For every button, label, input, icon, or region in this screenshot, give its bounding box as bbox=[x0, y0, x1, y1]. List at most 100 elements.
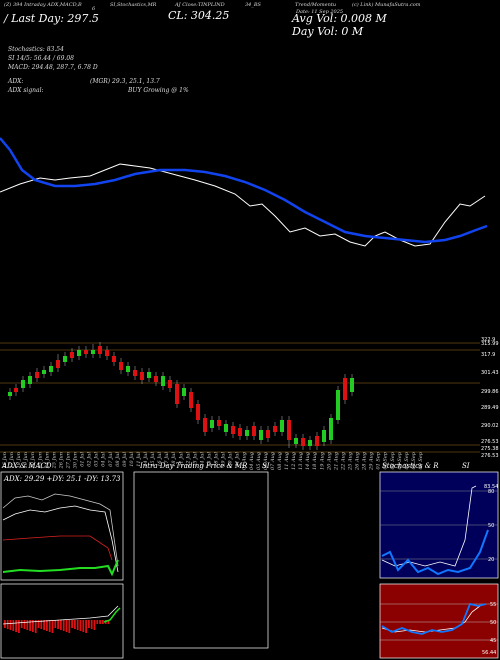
date-label: 01 Jul bbox=[80, 452, 86, 467]
date-label: 28 Aug bbox=[362, 452, 368, 471]
date-label: 02 Sep bbox=[383, 451, 389, 469]
date-label: 11 Aug bbox=[284, 452, 290, 470]
stoch-blue-line bbox=[381, 529, 489, 576]
candle bbox=[315, 432, 319, 450]
candle bbox=[238, 424, 242, 440]
macd-bar bbox=[43, 620, 45, 630]
macd-bar bbox=[60, 620, 62, 630]
date-label: 14 Jul bbox=[143, 452, 149, 467]
macd-bar bbox=[20, 620, 23, 628]
adx-values: (MGR) 29.3, 25.1, 13.7 bbox=[90, 78, 160, 85]
candlesticks bbox=[8, 342, 354, 450]
candle bbox=[14, 384, 18, 396]
date-label: 10 Jul bbox=[129, 452, 135, 467]
macd-bar bbox=[37, 620, 40, 628]
candle bbox=[322, 426, 326, 446]
date-label: 08 Jul bbox=[115, 452, 121, 467]
header-bse: 34_BS bbox=[245, 2, 261, 8]
candle bbox=[336, 386, 340, 424]
date-label: 01 Aug bbox=[242, 452, 248, 470]
candle bbox=[21, 376, 25, 392]
macd-bar bbox=[15, 620, 17, 632]
adx-white-line bbox=[2, 493, 119, 567]
macd-bar bbox=[32, 620, 34, 632]
candle bbox=[245, 426, 249, 440]
macd-bar bbox=[85, 620, 87, 633]
si-level-50: 50 bbox=[490, 620, 496, 626]
macd-bar bbox=[99, 620, 101, 624]
date-label: 11 Jul bbox=[136, 452, 142, 467]
macd-bar bbox=[57, 620, 59, 629]
candle bbox=[84, 346, 88, 358]
si-panel bbox=[379, 583, 499, 659]
macd-bar bbox=[34, 620, 37, 633]
date-label: 07 Jul bbox=[108, 452, 114, 467]
stoch-level-80: 80 bbox=[488, 489, 494, 495]
candle bbox=[70, 348, 74, 362]
candle bbox=[308, 436, 312, 450]
price-label: 317.9 bbox=[481, 352, 495, 358]
macd-bar bbox=[68, 620, 71, 633]
candle bbox=[294, 434, 298, 448]
date-label: 16 Jun bbox=[2, 452, 8, 468]
date-label: 18 Jun bbox=[16, 452, 22, 468]
price-label: 299.86 bbox=[481, 389, 499, 395]
candle bbox=[112, 352, 116, 366]
date-label: 04 Aug bbox=[249, 452, 255, 470]
price-line bbox=[0, 163, 486, 247]
adx-panel-title: ADX & MACD bbox=[2, 462, 52, 470]
candle bbox=[175, 380, 179, 408]
candle bbox=[126, 362, 130, 376]
date-label: 26 Aug bbox=[355, 452, 361, 471]
candle bbox=[287, 416, 291, 448]
macd-bar bbox=[65, 620, 68, 632]
si-level-45: 45 bbox=[490, 638, 496, 644]
candle bbox=[273, 422, 277, 436]
date-label: 05 Aug bbox=[256, 452, 262, 470]
candle bbox=[140, 368, 144, 384]
header-date: Date: 11 Sep 2025 bbox=[296, 9, 344, 15]
date-label: 25 Jun bbox=[51, 452, 57, 469]
header-munafa: (c) Link) MunafaSutra.com bbox=[352, 2, 421, 8]
macd-bar bbox=[71, 620, 73, 628]
stoch-panel-si: SI bbox=[462, 462, 470, 470]
date-label: 28 Jul bbox=[214, 452, 220, 468]
date-label: 23 Jul bbox=[192, 452, 198, 468]
candle bbox=[329, 414, 333, 444]
candle bbox=[98, 342, 102, 358]
date-label: 29 Jul bbox=[221, 452, 227, 468]
buy-signal: BUY Growing @ 1% bbox=[128, 87, 189, 94]
intra-panel-si: SI bbox=[262, 462, 270, 470]
date-label: 14 Aug bbox=[305, 452, 311, 470]
adx-white-line-2 bbox=[2, 505, 119, 573]
date-label: 18 Aug bbox=[312, 452, 318, 470]
candle bbox=[252, 422, 256, 440]
si-readout: SI 14/5: 56.44 / 69.08 bbox=[8, 55, 74, 62]
date-label: 22 Jul bbox=[185, 452, 191, 468]
date-label: 08 Aug bbox=[277, 452, 283, 470]
macd-bar bbox=[90, 620, 93, 629]
macd-bar bbox=[93, 620, 96, 630]
candle bbox=[133, 366, 137, 380]
date-label: 31 Jul bbox=[235, 452, 241, 467]
candle bbox=[77, 346, 81, 360]
date-label: 21 Aug bbox=[333, 452, 339, 471]
header-trend: Trend/Momentu bbox=[295, 2, 337, 8]
date-label: 20 Jun bbox=[30, 452, 36, 469]
date-label: 24 Jun bbox=[44, 452, 50, 469]
si-level-55: 55 bbox=[490, 602, 496, 608]
macd-bar bbox=[26, 620, 29, 630]
date-label: 30 Jun bbox=[73, 452, 79, 468]
candle bbox=[8, 388, 12, 400]
macd-bar bbox=[48, 620, 51, 632]
date-label: 03 Jul bbox=[94, 452, 100, 467]
candle bbox=[210, 416, 214, 432]
date-label: 08 Sep bbox=[411, 451, 417, 469]
date-label: 04 Sep bbox=[397, 451, 403, 469]
candle bbox=[266, 426, 270, 442]
candle bbox=[196, 400, 200, 424]
macd-histogram bbox=[4, 620, 110, 633]
candle bbox=[168, 376, 172, 392]
